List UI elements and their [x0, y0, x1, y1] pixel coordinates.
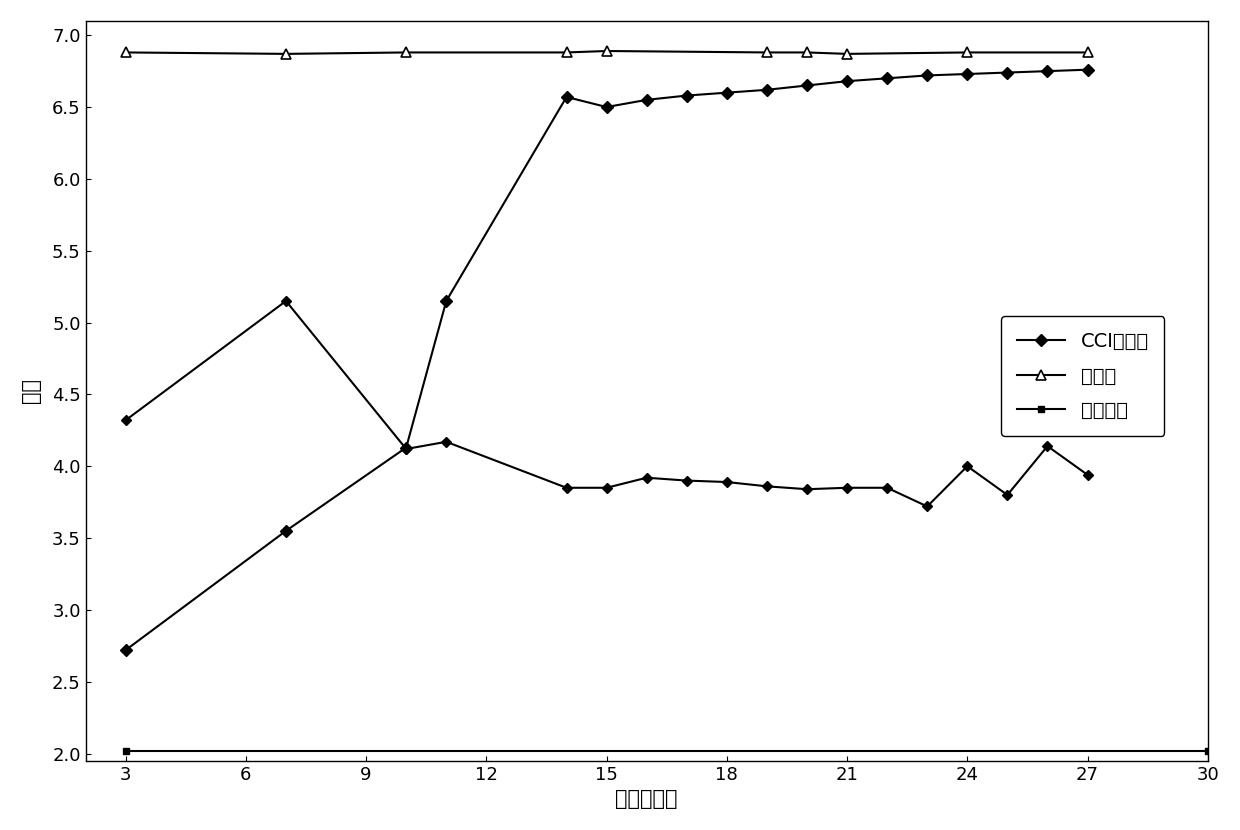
CCI手术组	[719, 88, 734, 98]
CCI手术组	[839, 76, 854, 86]
Line: CCI手术组: CCI手术组	[122, 66, 1091, 654]
空白组	[800, 47, 815, 57]
CCI手术组	[759, 85, 774, 95]
空白组	[599, 46, 614, 56]
CCI手术组	[559, 92, 574, 102]
空白组	[559, 47, 574, 57]
CCI手术组	[1040, 66, 1055, 76]
CCI手术组	[999, 67, 1014, 77]
CCI手术组	[920, 71, 935, 81]
空白组	[399, 47, 414, 57]
CCI手术组	[879, 73, 894, 83]
CCI手术组	[399, 442, 414, 452]
空白组	[1080, 47, 1095, 57]
Legend: CCI手术组, 空白组, 假手术组: CCI手术组, 空白组, 假手术组	[1001, 316, 1164, 436]
CCI手术组	[279, 526, 294, 536]
Y-axis label: 痛阀: 痛阀	[21, 378, 41, 403]
CCI手术组	[1080, 65, 1095, 75]
空白组	[839, 49, 854, 59]
空白组	[960, 47, 975, 57]
CCI手术组	[680, 90, 694, 100]
CCI手术组	[599, 102, 614, 112]
CCI手术组	[800, 81, 815, 90]
CCI手术组	[640, 95, 655, 105]
空白组	[118, 47, 133, 57]
空白组	[279, 49, 294, 59]
空白组	[759, 47, 774, 57]
CCI手术组	[960, 69, 975, 79]
CCI手术组	[439, 296, 454, 306]
Line: 空白组: 空白组	[120, 46, 1092, 59]
X-axis label: 时间（天）: 时间（天）	[615, 789, 678, 809]
CCI手术组	[118, 645, 133, 655]
